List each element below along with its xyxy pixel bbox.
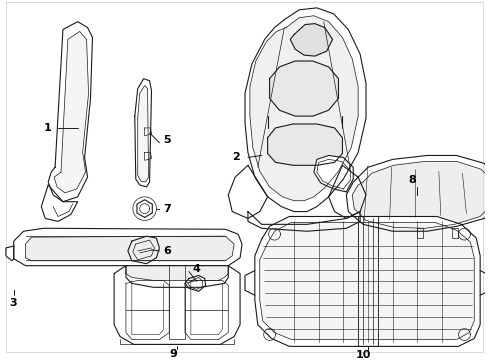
Text: 8: 8 [407, 175, 415, 185]
Text: 3: 3 [9, 298, 17, 308]
Text: 7: 7 [163, 204, 171, 213]
Polygon shape [14, 228, 242, 266]
Polygon shape [346, 156, 488, 231]
Polygon shape [316, 159, 349, 189]
Polygon shape [313, 156, 352, 192]
Text: 1: 1 [43, 123, 51, 133]
Polygon shape [126, 266, 228, 280]
Polygon shape [259, 222, 473, 339]
Polygon shape [48, 22, 92, 202]
Polygon shape [135, 79, 151, 187]
Polygon shape [114, 266, 240, 345]
Polygon shape [6, 246, 14, 261]
Polygon shape [184, 275, 205, 291]
Polygon shape [290, 24, 332, 56]
Polygon shape [144, 128, 151, 136]
Polygon shape [128, 236, 159, 264]
Polygon shape [126, 280, 169, 339]
Polygon shape [351, 161, 488, 228]
Polygon shape [254, 216, 479, 346]
Polygon shape [228, 165, 267, 219]
Polygon shape [187, 278, 202, 289]
Polygon shape [137, 200, 152, 217]
Polygon shape [267, 124, 342, 165]
Polygon shape [184, 280, 228, 339]
Polygon shape [144, 153, 151, 161]
Polygon shape [328, 165, 366, 219]
Polygon shape [41, 185, 78, 221]
Polygon shape [247, 212, 359, 231]
Polygon shape [54, 31, 88, 193]
Polygon shape [244, 8, 366, 212]
Text: 5: 5 [163, 135, 171, 145]
Text: 6: 6 [163, 246, 171, 256]
Text: 9: 9 [169, 349, 177, 359]
Polygon shape [416, 228, 422, 238]
Text: 2: 2 [232, 152, 240, 162]
Polygon shape [138, 86, 148, 182]
Polygon shape [133, 240, 154, 260]
Polygon shape [249, 16, 357, 201]
Polygon shape [451, 228, 457, 238]
Polygon shape [269, 61, 338, 116]
Polygon shape [25, 236, 234, 261]
Text: 10: 10 [355, 350, 370, 360]
Text: 4: 4 [192, 264, 200, 274]
